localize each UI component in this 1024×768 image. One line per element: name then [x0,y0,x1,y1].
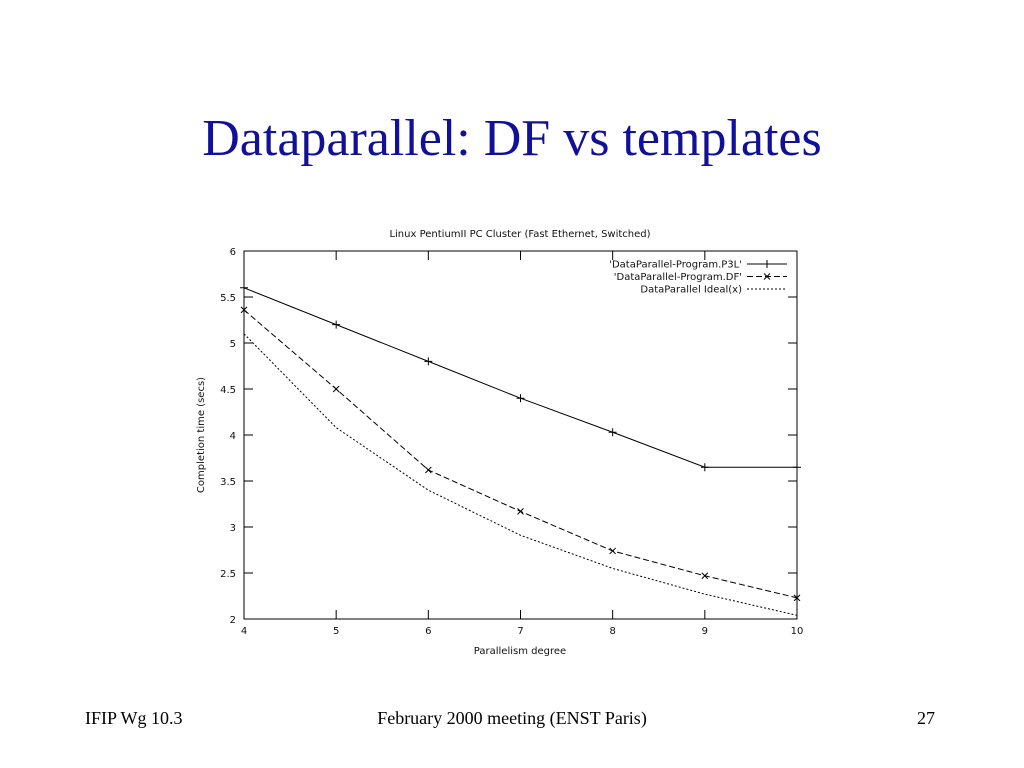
series-line [243,333,798,616]
legend-marker [763,260,771,268]
legend-label: 'DataParallel-Program.P3L' [609,260,742,271]
legend-label: 'DataParallel-Program.DF' [614,272,742,283]
y-tick-label: 6 [230,247,236,258]
series-line [243,309,798,599]
y-tick-label: 3.5 [220,477,236,488]
chart-title: Linux PentiumII PC Cluster (Fast Etherne… [389,229,650,240]
x-axis-label: Parallelism degree [474,646,566,657]
point-marker [517,508,524,515]
x-tick-label: 10 [791,626,804,637]
y-tick-label: 3 [230,523,236,534]
y-tick-label: 4 [230,431,236,442]
point-marker [332,385,340,393]
legend-label: DataParallel Ideal(x) [640,285,742,296]
footer-left: IFIP Wg 10.3 [85,708,183,728]
point-marker [793,463,801,472]
x-tick-label: 9 [702,626,708,637]
y-axis-label: Completion time (secs) [196,377,207,493]
page-number: 27 [917,708,935,728]
y-tick-label: 5.5 [220,293,236,304]
point-marker [793,594,801,602]
plot-frame [243,250,798,620]
x-tick-label: 7 [517,626,523,637]
point-marker [240,306,248,314]
y-tick-label: 4.5 [220,385,236,396]
x-tick-label: 4 [241,626,247,637]
slide-title: Dataparallel: DF vs templates [202,110,821,167]
footer-center: February 2000 meeting (ENST Paris) [377,708,647,729]
point-marker [424,357,433,366]
point-marker [516,394,525,403]
point-marker [240,283,248,292]
legend-marker [763,273,771,280]
x-tick-label: 8 [609,626,615,637]
y-tick-label: 5 [230,339,236,350]
x-tick-label: 6 [425,626,431,637]
series-line [243,287,797,468]
point-marker [608,428,617,437]
y-tick-label: 2.5 [220,569,236,580]
point-marker [332,320,341,329]
point-marker [424,466,432,474]
x-tick-label: 5 [333,626,339,637]
point-marker [609,547,617,555]
y-tick-label: 2 [230,615,236,626]
point-marker [700,463,709,472]
point-marker [701,572,709,580]
